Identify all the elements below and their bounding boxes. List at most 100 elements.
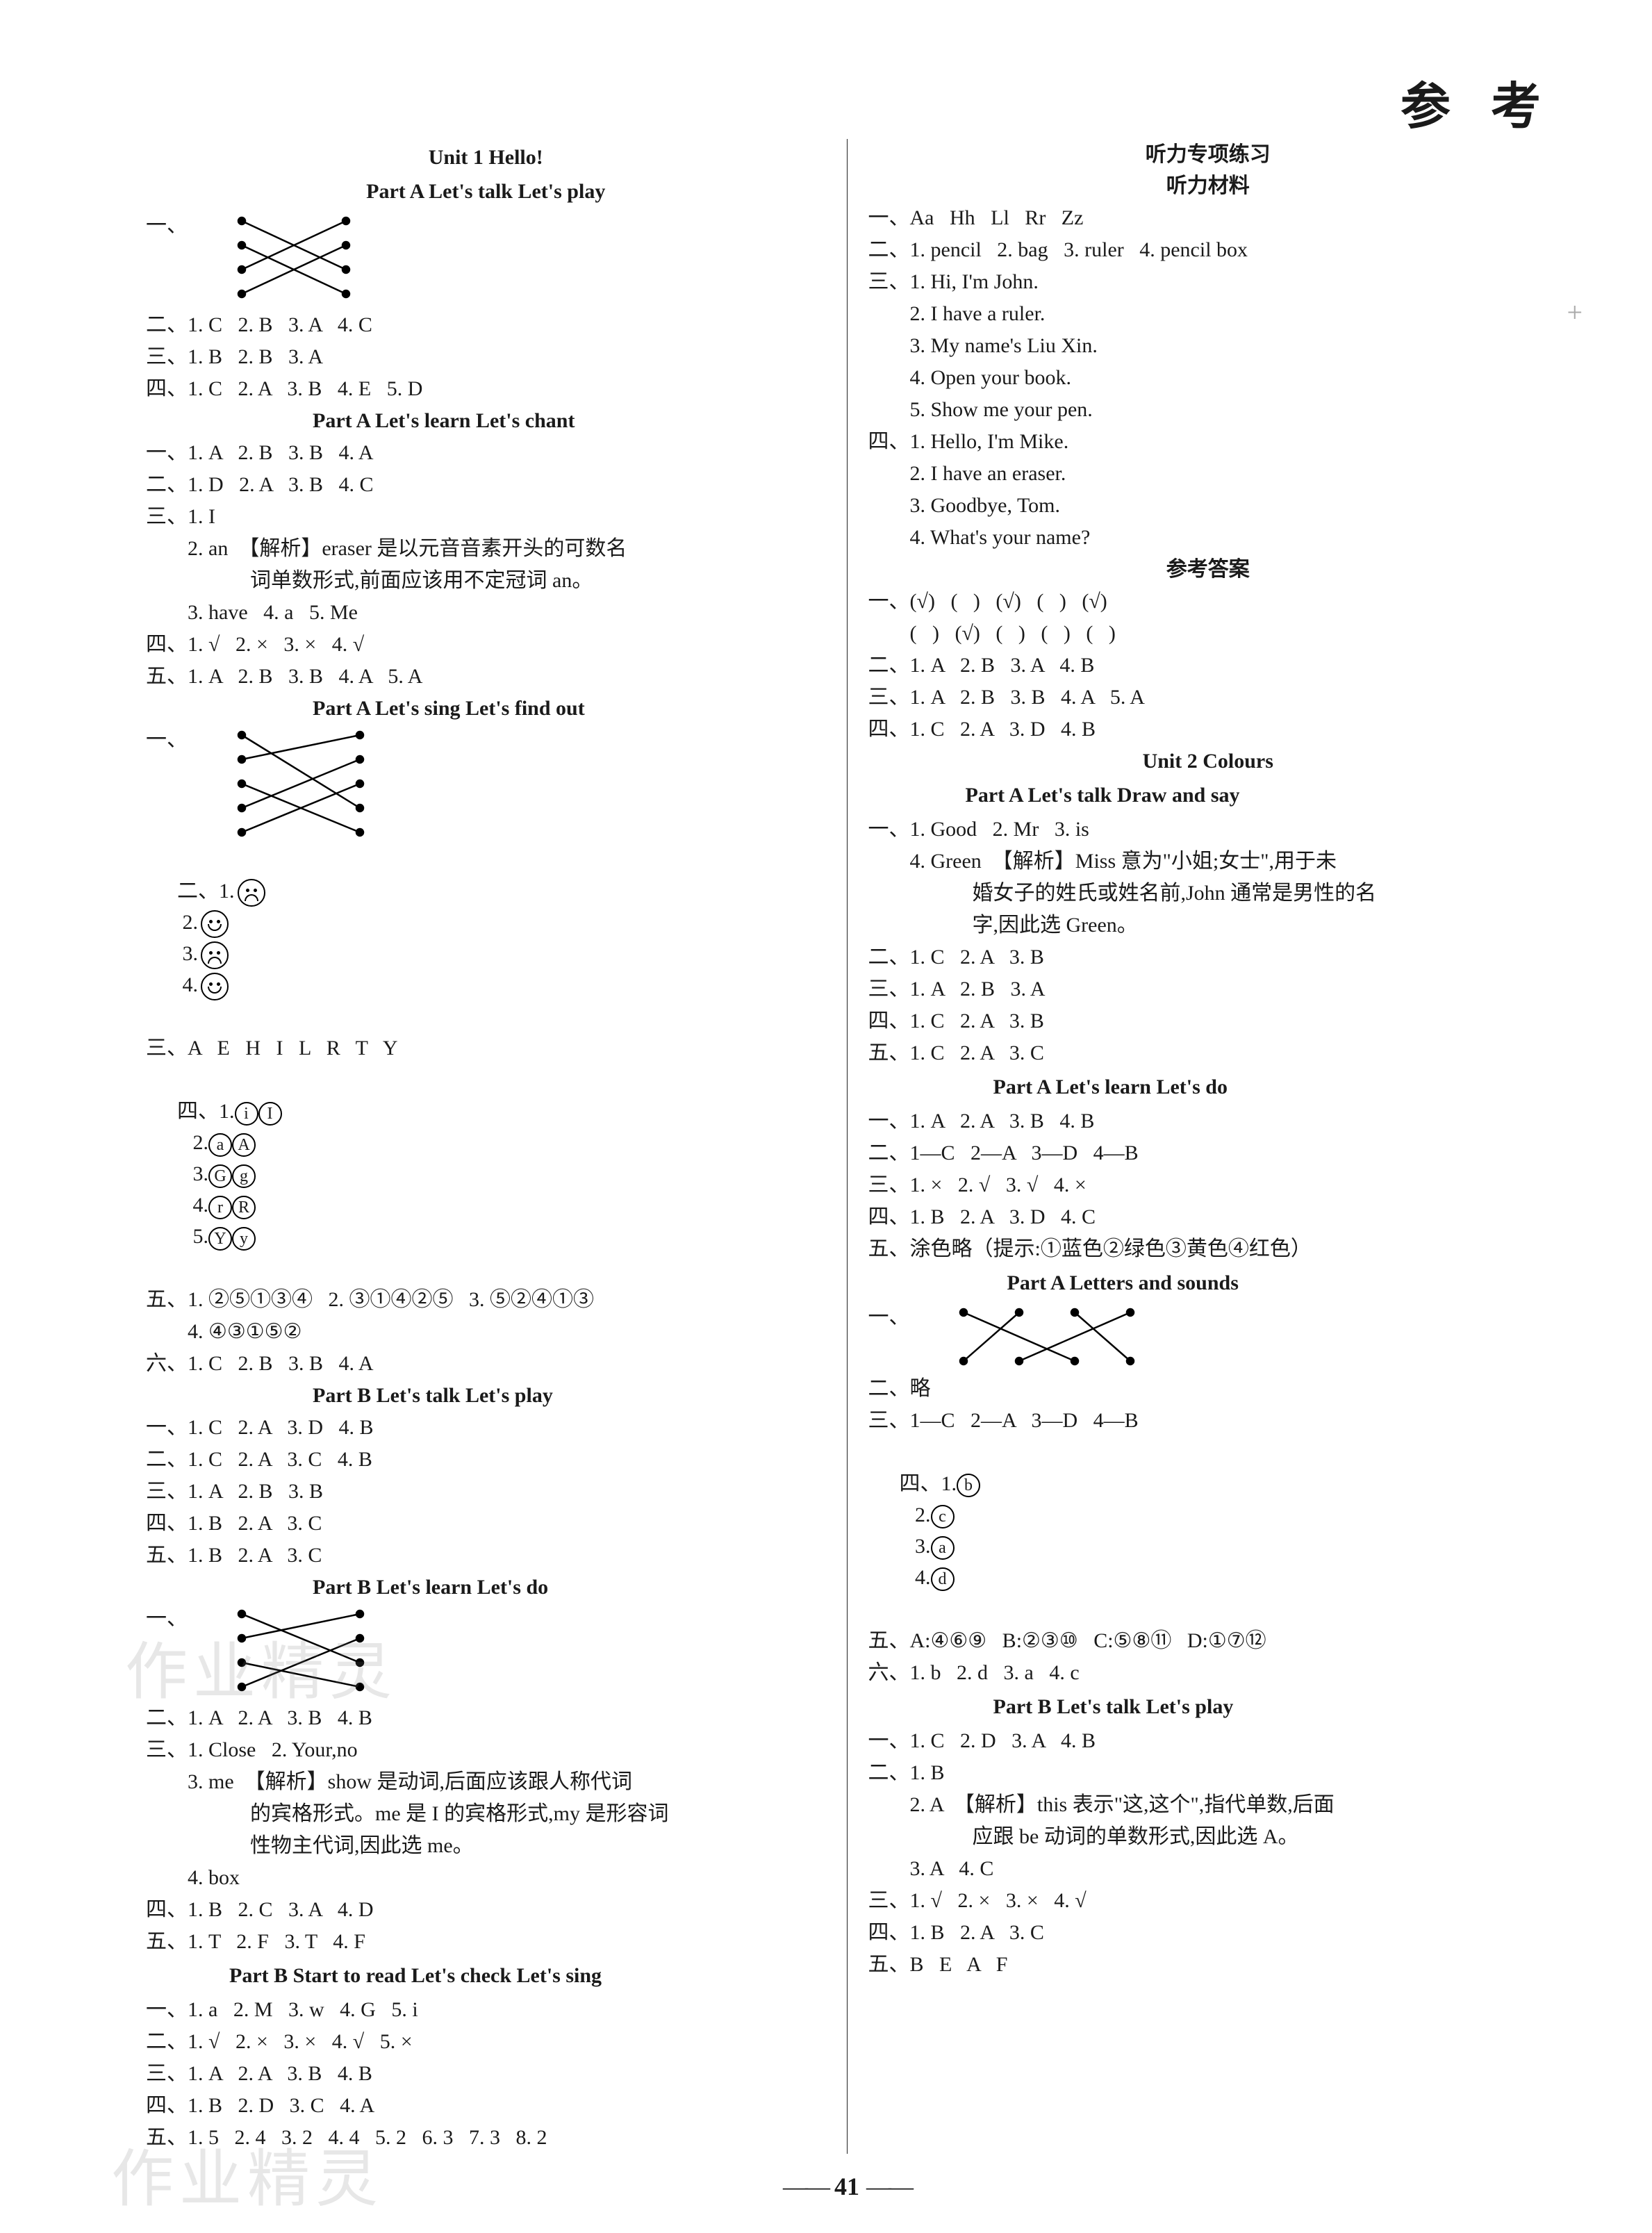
answer-line: 三、1. √ 2. × 3. × 4. √ — [868, 1885, 1548, 1916]
explain-line: 应跟 be 动词的单数形式,因此选 A。 — [868, 1821, 1548, 1852]
answer-line: 四、1.b 2.c 3.a 4.d — [868, 1437, 1548, 1624]
text: 2. — [177, 911, 198, 934]
explain-line: 词单数形式,前面应该用不定冠词 an。 — [146, 565, 826, 596]
answer-line: 四、1. B 2. C 3. A 4. D — [146, 1894, 826, 1925]
answer-line: 4. What's your name? — [868, 522, 1548, 553]
text: 4. — [177, 973, 198, 996]
answer-line: 三、1. B 2. B 3. A — [146, 341, 826, 372]
explain-line: 的宾格形式。me 是 I 的宾格形式,my 是形容词 — [146, 1798, 826, 1829]
answer-line: 一、1. a 2. M 3. w 4. G 5. i — [146, 1994, 826, 2025]
section-one-label: 一、 — [146, 728, 188, 751]
answer-line: 3. Goodbye, Tom. — [868, 490, 1548, 521]
answer-line: 二、1. √ 2. × 3. × 4. √ 5. × — [146, 2026, 826, 2057]
page-title: 参 考 — [1401, 69, 1555, 145]
answer-line: 五、B E A F — [868, 1949, 1548, 1980]
text: 3. — [177, 1162, 208, 1185]
answer-line: 二、1. C 2. A 3. B — [868, 941, 1548, 973]
circled-letter: c — [931, 1505, 955, 1529]
answer-line: 三、1. Close 2. Your,no — [146, 1734, 826, 1765]
circled-letter: I — [258, 1102, 282, 1126]
answer-line: 四、1. B 2. D 3. C 4. A — [146, 2090, 826, 2121]
answer-line: 五、1. B 2. A 3. C — [146, 1540, 826, 1571]
answer-line: 5. Show me your pen. — [868, 394, 1548, 425]
answer-line: 二、1—C 2—A 3—D 4—B — [868, 1137, 1548, 1169]
explain-line: 字,因此选 Green。 — [868, 909, 1548, 941]
page-number: 41 — [125, 2168, 1569, 2205]
part-b-read: Part B Start to read Let's check Let's s… — [146, 1960, 826, 1991]
happy-face-icon — [201, 910, 229, 938]
answer-line: 二、1. A 2. B 3. A 4. B — [868, 650, 1548, 681]
text: 四、1. — [177, 1100, 235, 1123]
circled-letter: a — [208, 1133, 232, 1157]
circled-letter: a — [931, 1536, 955, 1560]
match-diagram-2 — [235, 728, 374, 839]
text: 四、1. — [900, 1472, 957, 1495]
answer-line: 四、1. B 2. A 3. C — [868, 1917, 1548, 1948]
answer-line: 4. ④③①⑤② — [146, 1316, 826, 1347]
answer-line: 五、1. T 2. F 3. T 4. F — [146, 1926, 826, 1957]
unit2-pa-learn: Part A Let's learn Let's do — [868, 1071, 1548, 1103]
answer-line: 二、1. B — [868, 1757, 1548, 1788]
circled-letter: g — [232, 1164, 256, 1188]
section-one-label: 一、 — [146, 1607, 188, 1630]
unit2-pb-talk: Part B Let's talk Let's play — [868, 1691, 1548, 1722]
circled-letter: y — [232, 1227, 256, 1251]
answer-line: 三、1—C 2—A 3—D 4—B — [868, 1405, 1548, 1436]
answer-line: 3. My name's Liu Xin. — [868, 330, 1548, 361]
text: 4. — [900, 1566, 931, 1589]
answer-line: 四、1. Hello, I'm Mike. — [868, 426, 1548, 457]
answer-line: 三、A E H I L R T Y — [146, 1032, 826, 1064]
happy-face-icon — [201, 973, 229, 1000]
answer-line: 四、1. C 2. A 3. B 4. E 5. D — [146, 373, 826, 404]
text: 5. — [177, 1225, 208, 1248]
answer-line: ( ) (√) ( ) ( ) ( ) — [868, 618, 1548, 649]
answer-line: 二、略 — [868, 1373, 1548, 1404]
unit1-title: Unit 1 Hello! — [146, 142, 826, 173]
answer-line: 2. I have a ruler. — [868, 298, 1548, 329]
part-a-sing: Part A Let's sing Let's find out — [146, 693, 826, 724]
answer-line: 二、1. D 2. A 3. B 4. C — [146, 469, 826, 500]
answer-line: 三、1. I — [146, 501, 826, 532]
answer-line: 三、1. Hi, I'm John. — [868, 266, 1548, 297]
answer-line: 五、1. ②⑤①③④ 2. ③①④②⑤ 3. ⑤②④①③ — [146, 1284, 826, 1315]
circled-letter: A — [232, 1133, 256, 1157]
answer-line: 四、1.iI 2.aA 3.Gg 4.rR 5.Yy — [146, 1064, 826, 1283]
part-b-talk: Part B Let's talk Let's play — [146, 1380, 826, 1411]
section-one-label: 一、 — [146, 214, 188, 237]
part-a-talk: Part A Let's talk Let's play — [146, 176, 826, 207]
answer-line: 二、1. C 2. B 3. A 4. C — [146, 309, 826, 340]
explain-line: 4. Green 【解析】Miss 意为"小姐;女士",用于未 — [868, 846, 1548, 877]
answer-line: 二、1. 2. 3. 4. — [146, 844, 826, 1032]
text: 2. — [177, 1131, 208, 1154]
match-diagram-3 — [235, 1607, 374, 1697]
answer-line: 3. A 4. C — [868, 1853, 1548, 1884]
answer-line: 四、1. B 2. A 3. C — [146, 1508, 826, 1539]
answer-line: 二、1. pencil 2. bag 3. ruler 4. pencil bo… — [868, 234, 1548, 265]
sad-face-icon — [238, 879, 265, 907]
explain-line: 婚女子的姓氏或姓名前,John 通常是男性的名 — [868, 877, 1548, 909]
answer-line: 三、1. A 2. B 3. B — [146, 1476, 826, 1507]
text: 4. — [177, 1194, 208, 1217]
answer-line: 四、1. C 2. A 3. D 4. B — [868, 714, 1548, 745]
unit2-part-a: Part A Let's talk Draw and say — [868, 780, 1548, 811]
answer-line: 六、1. C 2. B 3. B 4. A — [146, 1348, 826, 1379]
answer-line: 五、1. C 2. A 3. C — [868, 1037, 1548, 1069]
answer-line: 一、1. A 2. B 3. B 4. A — [146, 437, 826, 468]
circled-letter: Y — [208, 1227, 232, 1251]
crop-mark: + — [1567, 292, 1583, 333]
circled-letter: R — [232, 1196, 256, 1219]
part-b-learn: Part B Let's learn Let's do — [146, 1572, 826, 1603]
unit2-pa-letters: Part A Letters and sounds — [868, 1267, 1548, 1299]
explain-line: 2. A 【解析】this 表示"这,这个",指代单数,后面 — [868, 1789, 1548, 1820]
answer-line: 二、1. C 2. A 3. C 4. B — [146, 1444, 826, 1475]
answer-line: 一、(√) ( ) (√) ( ) (√) — [868, 586, 1548, 617]
part-a-learn: Part A Let's learn Let's chant — [146, 405, 826, 436]
circled-letter: b — [957, 1474, 980, 1497]
text: 3. — [900, 1535, 931, 1558]
answer-line: 2. I have an eraser. — [868, 458, 1548, 489]
answer-line: 四、1. C 2. A 3. B — [868, 1005, 1548, 1037]
answer-line: 三、1. × 2. √ 3. √ 4. × — [868, 1169, 1548, 1201]
answer-line: 一、1. C 2. A 3. D 4. B — [146, 1412, 826, 1443]
answer-line: 一、1. C 2. D 3. A 4. B — [868, 1725, 1548, 1756]
circled-letter: r — [208, 1196, 232, 1219]
